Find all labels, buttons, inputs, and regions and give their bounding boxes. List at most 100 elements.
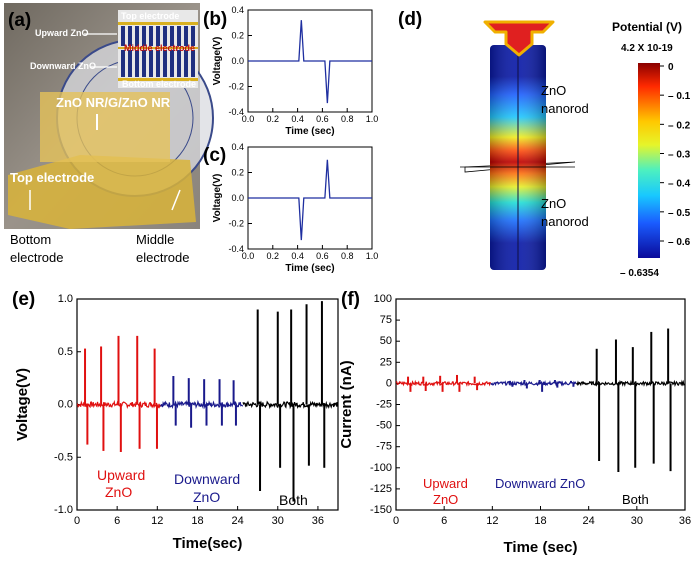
device-schematic [118,10,198,88]
kapton-tape [8,155,196,229]
legend-e: Upward ZnO Downward ZnO Both [97,467,308,508]
nanorod-upper [170,26,174,46]
y-axis-label: Voltage(V) [212,174,223,223]
caption-middle-electrode-line2: electrode [136,250,189,265]
label-top-electrode: Top electrode [121,11,179,21]
y-tick-label: -150 [370,504,392,516]
legend-f-upward-line1: Upward [423,476,468,491]
y-tick-label: -100 [370,462,392,474]
colorbar-tick-label: – 0.5 [668,208,691,219]
caption-bottom-electrode-line2: electrode [10,250,63,265]
x-tick-label: 0.4 [291,114,304,124]
panel-f-chart: 0 6 12 18 24 30 36 -150 -125 -100 -75 -50 -25 0 25 50 75… [338,293,691,556]
series-downward-zno [490,379,577,392]
colorbar-tick-label: – 0.4 [668,179,691,190]
caption-middle-electrode-line1: Middle [136,232,174,247]
nanorod-upper [184,26,188,46]
rod-bottom-label-line2: nanorod [541,214,589,229]
colorbar-min: – 0.6354 [620,268,659,279]
series-upward-zno [76,335,161,452]
panel-b-chart: 0.0 0.2 0.4 0.6 0.8 1.0 -0.4 -0.2 0.0 0.2 0.4 Time … [212,5,378,137]
nanorod-lower [142,50,146,77]
nanorod-lower [135,50,139,77]
colorbar-tick-label: – 0.3 [668,150,691,161]
x-tick-label: 36 [679,515,691,527]
nanorod-lower [121,50,125,77]
x-tick-label: 1.0 [366,114,379,124]
legend-f-upward-line2: ZnO [433,492,458,507]
panel-label-e: (e) [12,289,35,310]
legend-f: Upward ZnO Downward ZnO Both [423,476,649,507]
label-downward-zno: Downward ZnO [30,61,96,71]
label-bottom-electrode: Bottom electrode [122,79,196,89]
x-axis-label: Time (sec) [285,263,334,274]
baseline-noise [576,379,686,388]
legend-f-downward: Downward ZnO [495,476,585,491]
colorbar-title: Potential (V) [612,20,682,34]
label-middle-electrode: Middle electrode [124,43,195,53]
series-upward-zno [395,374,491,392]
legend-f-both: Both [622,492,649,507]
x-tick-label: 30 [272,515,284,527]
legend-e-upward-line1: Upward [97,467,145,483]
legend-e-both: Both [279,492,308,508]
x-tick-label: 0.2 [267,251,280,261]
y-tick-label: 0.2 [231,168,244,178]
panel-label-f: (f) [341,289,360,310]
nanorod-lower [156,50,160,77]
panel-a: Top electrode Upward ZnO Middle electrod… [4,3,214,265]
nanorod-upper [177,26,181,46]
nanorod-upper [121,26,125,46]
x-tick-label: 0.0 [242,251,255,261]
x-tick-label: 0.6 [316,251,329,261]
colorbar [638,63,660,258]
x-tick-label: 1.0 [366,251,379,261]
y-tick-label: -1.0 [54,504,73,516]
colorbar-ticks: 0 – 0.1 – 0.2 – 0.3 – 0.4 – 0.5 – 0.6 [660,62,691,248]
rod-top-label-line2: nanorod [541,101,589,116]
label-top-electrode-tape: Top electrode [10,170,94,185]
x-axis-label: Time (sec) [504,539,578,556]
nanorod-lower [149,50,153,77]
device-substrate [40,92,170,162]
x-tick-label: 12 [486,515,498,527]
legend-e-downward-line2: ZnO [193,489,220,505]
legend-e-upward-line2: ZnO [105,484,132,500]
x-tick-label: 24 [583,515,595,527]
force-arrow-icon [483,20,555,57]
y-tick-label: -0.2 [228,219,244,229]
x-tick-label: 18 [191,515,203,527]
y-tick-label: -0.4 [228,244,244,254]
y-tick-label: -50 [376,420,392,432]
bottom-electrode-layer [118,78,198,81]
x-tick-label: 0.6 [316,114,329,124]
arrow-middle-electrode [171,189,181,211]
panel-label-b: (b) [203,9,227,30]
y-tick-label: 25 [380,356,392,368]
x-tick-label: 0.2 [267,114,280,124]
x-tick-label: 12 [151,515,163,527]
nanorod-upper [156,26,160,46]
series-both [576,328,686,473]
x-tick-label: 36 [312,515,324,527]
label-device: ZnO NR/G/ZnO NR [56,95,171,110]
x-axis-label: Time (sec) [285,126,334,137]
colorbar-max: 4.2 X 10-19 [621,43,673,54]
panel-c-chart: 0.0 0.2 0.4 0.6 0.8 1.0 -0.4 -0.2 0.0 0.2 0.4 Time … [212,142,378,274]
caption-bottom-electrode-line1: Bottom [10,232,51,247]
y-tick-label: 0.0 [58,399,73,411]
x-tick-label: 0.8 [341,114,354,124]
x-axis-label: Time(sec) [173,535,243,552]
nanorod-upper [135,26,139,46]
nanorod-lower [128,50,132,77]
y-tick-label: 75 [380,314,392,326]
y-axis-label: Voltage(V) [14,368,31,441]
x-tick-label: 0 [74,515,80,527]
y-tick-label: -125 [370,483,392,495]
series-both [242,301,339,502]
y-tick-label: 0 [386,377,392,389]
nanorod-array [121,26,195,77]
panel-label-d: (d) [398,9,422,30]
nanorod-lower [163,50,167,77]
